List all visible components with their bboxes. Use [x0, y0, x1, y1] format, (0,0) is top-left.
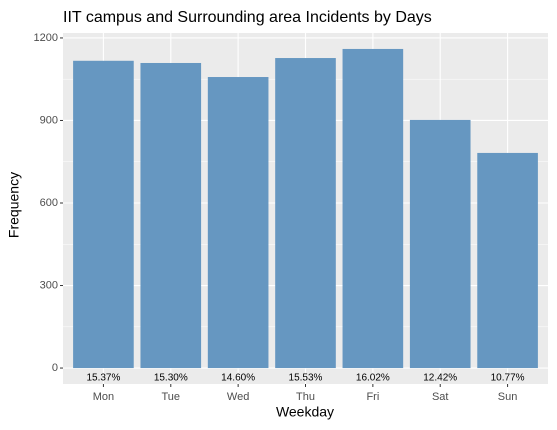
- percent-label: 15.37%: [86, 373, 120, 384]
- y-tick-label: 0: [52, 362, 58, 374]
- x-tick-label: Sun: [498, 391, 518, 403]
- percent-label: 15.53%: [289, 373, 323, 384]
- x-tick-label: Fri: [366, 391, 379, 403]
- bar: [207, 77, 269, 369]
- x-tick-label: Tue: [162, 391, 181, 403]
- percent-label: 14.60%: [221, 373, 255, 384]
- bar: [409, 119, 471, 369]
- y-axis-title: Frequency: [6, 172, 22, 238]
- x-tick-label: Thu: [296, 391, 315, 403]
- bar: [73, 60, 134, 369]
- bar: [275, 58, 336, 369]
- y-tick-label: 300: [40, 279, 58, 291]
- bar: [477, 152, 538, 369]
- chart-title: IIT campus and Surrounding area Incident…: [63, 9, 432, 26]
- x-tick-label: Mon: [93, 391, 114, 403]
- x-tick-label: Wed: [227, 391, 249, 403]
- percent-label: 16.02%: [356, 373, 390, 384]
- x-tick-label: Sat: [432, 391, 449, 403]
- percent-label: 15.30%: [154, 373, 188, 384]
- y-tick-label: 900: [40, 114, 58, 126]
- bar: [342, 48, 404, 369]
- y-tick-label: 600: [40, 197, 58, 209]
- y-tick-label: 1200: [34, 32, 58, 44]
- x-axis-title: Weekday: [276, 404, 334, 420]
- percent-label: 12.42%: [423, 373, 457, 384]
- percent-label: 10.77%: [491, 373, 525, 384]
- bar: [140, 62, 202, 369]
